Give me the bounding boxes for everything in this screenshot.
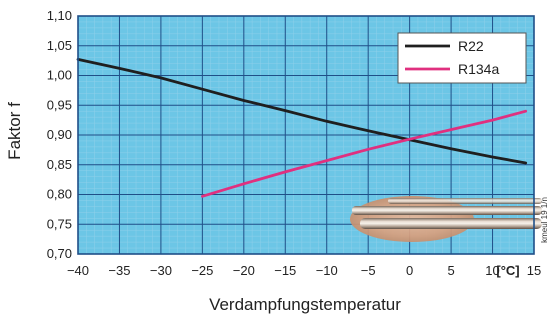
x-tick-label: 15 — [527, 263, 541, 278]
x-tick-label: −35 — [108, 263, 130, 278]
x-tick-label: 10 — [485, 263, 499, 278]
series-layer — [76, 58, 528, 198]
y-tick-label: 0,70 — [47, 246, 72, 261]
x-axis-ticks: −40 −35 −30 −25 −20 −15 −10 −5 0 5 10 15 — [67, 263, 541, 278]
y-tick-label: 1,05 — [47, 38, 72, 53]
legend-box — [397, 32, 527, 84]
y-tick-label: 0,75 — [47, 216, 72, 231]
side-credit-text: kmeul 19 1/n — [540, 197, 549, 243]
x-tick-label: 0 — [406, 263, 413, 278]
legend-label-r134a: R134a — [458, 61, 499, 77]
y-tick-label: 0,90 — [47, 127, 72, 142]
x-tick-label: −40 — [67, 263, 89, 278]
y-tick-label: 0,95 — [47, 97, 72, 112]
y-tick-label: 1,00 — [47, 68, 72, 83]
y-axis-ticks: 0,70 0,75 0,80 0,85 0,90 0,95 1,00 1,05 1,10 — [47, 8, 72, 261]
x-tick-label: −20 — [233, 263, 255, 278]
y-tick-label: 1,10 — [47, 8, 72, 23]
legend-label-r22: R22 — [458, 38, 484, 54]
x-tick-label: −30 — [150, 263, 172, 278]
pipe-photo-illustration — [350, 196, 542, 242]
legend: R22 R134a — [397, 32, 527, 84]
x-tick-label: 5 — [447, 263, 454, 278]
x-tick-label: −5 — [361, 263, 376, 278]
series-line-r134a — [200, 109, 528, 198]
x-tick-label: −25 — [191, 263, 213, 278]
x-axis-unit: [°C] — [496, 263, 519, 278]
y-tick-label: 0,80 — [47, 187, 72, 202]
plot-frame — [77, 15, 535, 255]
series-line-r22 — [76, 58, 528, 165]
y-tick-label: 0,85 — [47, 157, 72, 172]
x-tick-label: −15 — [274, 263, 296, 278]
x-tick-label: −10 — [316, 263, 338, 278]
y-axis-title: Faktor f — [5, 102, 24, 160]
x-axis-title: Verdampfungstemperatur — [209, 295, 401, 314]
